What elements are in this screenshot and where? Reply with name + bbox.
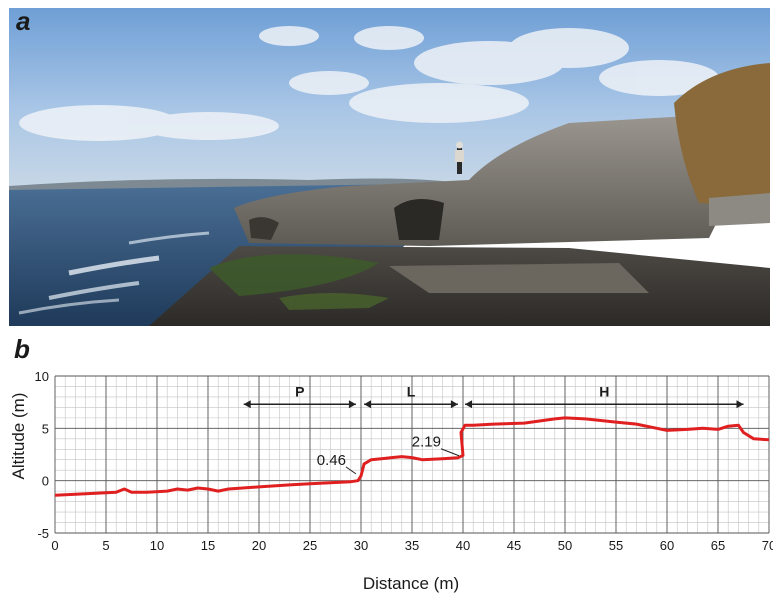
x-tick-label: 25 bbox=[303, 538, 317, 553]
x-tick-label: 60 bbox=[660, 538, 674, 553]
x-tick-label: 20 bbox=[252, 538, 266, 553]
zone-label: L bbox=[407, 383, 416, 399]
zone-arrow-head bbox=[736, 400, 744, 409]
y-tick-label: -5 bbox=[37, 526, 49, 541]
x-tick-label: 50 bbox=[558, 538, 572, 553]
person-figure bbox=[455, 141, 464, 174]
x-tick-label: 0 bbox=[51, 538, 58, 553]
zone-arrow-head bbox=[243, 400, 251, 409]
x-tick-label: 55 bbox=[609, 538, 623, 553]
x-tick-label: 15 bbox=[201, 538, 215, 553]
rock-outcrop bbox=[234, 116, 729, 246]
y-tick-label: 0 bbox=[42, 474, 49, 489]
annotation-label: 2.19 bbox=[412, 434, 441, 451]
y-tick-labels: -5 0 5 10 bbox=[35, 369, 49, 541]
zone-label: H bbox=[599, 383, 609, 399]
clouds bbox=[19, 26, 719, 141]
shore-platform bbox=[149, 246, 770, 326]
x-tick-labels: 0 5 10 15 20 25 30 35 40 45 50 55 60 65 70 bbox=[51, 538, 773, 553]
grid-major bbox=[54, 375, 770, 534]
annotations: 0.46 2.19 bbox=[317, 434, 460, 475]
vegetation bbox=[674, 63, 770, 226]
annotation-leader bbox=[440, 448, 460, 457]
x-tick-label: 35 bbox=[405, 538, 419, 553]
panel-label-a: a bbox=[16, 6, 31, 36]
annotation-leader bbox=[345, 466, 357, 475]
x-axis-label: Distance (m) bbox=[363, 574, 459, 593]
y-axis-label: Altitude (m) bbox=[9, 393, 28, 480]
y-tick-label: 5 bbox=[42, 421, 49, 436]
profile-series-line bbox=[54, 416, 770, 497]
x-tick-label: 5 bbox=[102, 538, 109, 553]
x-tick-label: 70 bbox=[762, 538, 773, 553]
zone-arrow-head bbox=[348, 400, 356, 409]
zone-arrow-head bbox=[465, 400, 473, 409]
coastal-photo bbox=[9, 8, 770, 326]
y-tick-label: 10 bbox=[35, 369, 49, 384]
x-tick-label: 65 bbox=[711, 538, 725, 553]
x-tick-label: 40 bbox=[456, 538, 470, 553]
panel-label-b: b bbox=[14, 334, 30, 364]
x-tick-label: 45 bbox=[507, 538, 521, 553]
zone-arrow-head bbox=[450, 400, 458, 409]
zone-arrow-head bbox=[364, 400, 372, 409]
x-tick-label: 10 bbox=[150, 538, 164, 553]
zone-label: P bbox=[295, 383, 304, 399]
annotation-label: 0.46 bbox=[317, 452, 346, 469]
x-tick-label: 30 bbox=[354, 538, 368, 553]
